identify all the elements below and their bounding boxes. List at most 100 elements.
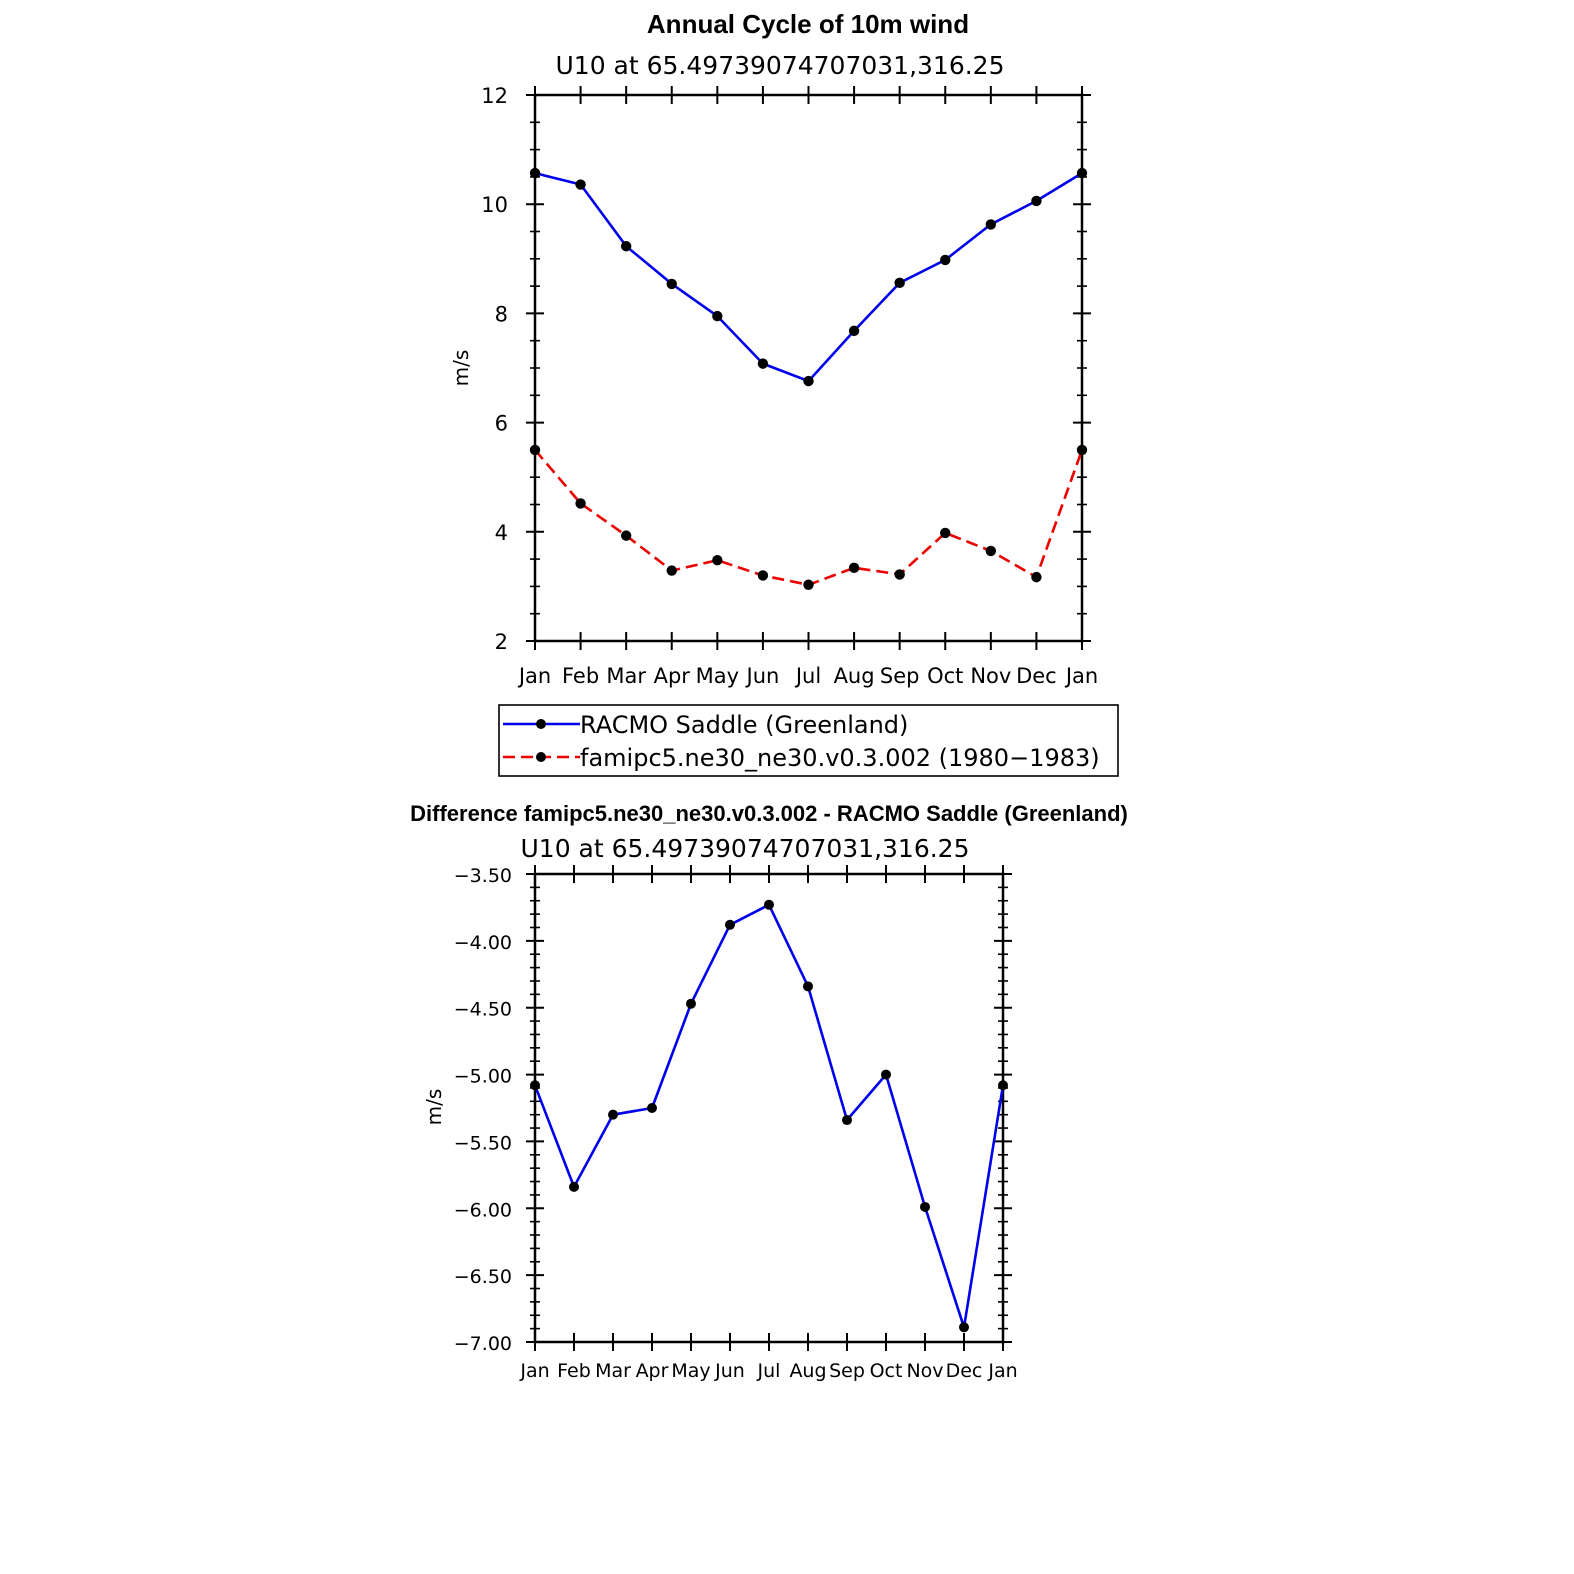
annual-cycle-chart: Annual Cycle of 10m wind U10 at 65.49739… — [449, 9, 1098, 688]
legend-box — [498, 704, 1119, 777]
data-point-1-12 — [1076, 444, 1088, 456]
data-point-0-12 — [1076, 167, 1088, 179]
x-tick-label: Nov — [970, 664, 1011, 688]
data-point-0-0 — [529, 167, 541, 179]
y-tick-label: 2 — [495, 630, 508, 654]
data-point-0-10 — [920, 1201, 930, 1212]
legend-marker-famipc5 — [536, 752, 546, 762]
data-point-0-2 — [620, 241, 632, 252]
x-tick-label: Dec — [946, 1360, 983, 1382]
data-point-1-11 — [1031, 571, 1042, 583]
x-tick-label: Jun — [714, 1360, 745, 1382]
y-tick-label: 10 — [481, 193, 508, 217]
data-point-1-7 — [848, 562, 860, 574]
x-tick-label: Apr — [654, 664, 691, 688]
series-line-0 — [533, 903, 1005, 1329]
y-tick-label: −5.00 — [454, 1066, 512, 1088]
x-tick-label: Sep — [880, 664, 920, 688]
x-tick-label: Oct — [927, 664, 963, 688]
x-tick-label: Sep — [829, 1360, 865, 1382]
x-tick-label: Aug — [834, 664, 875, 688]
legend-entry-racmo: RACMO Saddle (Greenland) — [503, 711, 908, 739]
plot-frame — [533, 93, 1084, 643]
data-point-1-4 — [712, 554, 723, 566]
x-tick-label: Apr — [636, 1360, 669, 1382]
x-tick-label: Jul — [794, 664, 821, 688]
data-point-0-11 — [959, 1322, 969, 1333]
series-line-0 — [534, 171, 1083, 383]
y-tick-label: 4 — [495, 521, 508, 545]
y-tick-label: 12 — [481, 84, 508, 108]
difference-chart: Difference famipc5.ne30_ne30.v0.3.002 - … — [410, 801, 1128, 1382]
x-tick-label: May — [696, 664, 739, 688]
data-point-0-5 — [725, 919, 735, 930]
data-point-0-12 — [998, 1080, 1008, 1091]
data-point-0-10 — [985, 219, 997, 230]
data-point-1-2 — [620, 530, 632, 541]
y-tick-label: −7.00 — [454, 1333, 512, 1355]
chart-title: Annual Cycle of 10m wind — [647, 9, 969, 39]
x-tick-label: Feb — [557, 1360, 591, 1382]
x-tick-label: May — [671, 1360, 710, 1382]
data-point-0-7 — [803, 981, 813, 992]
data-point-0-5 — [757, 358, 769, 369]
y-axis-label: m/s — [449, 350, 473, 387]
legend-marker-racmo — [536, 719, 546, 729]
x-tick-label: Jul — [757, 1360, 781, 1382]
x-tick-label: Nov — [906, 1360, 943, 1382]
data-point-1-9 — [940, 527, 951, 539]
data-point-0-6 — [803, 375, 814, 387]
plot-frame — [533, 872, 1005, 1344]
chart-title: Difference famipc5.ne30_ne30.v0.3.002 - … — [410, 801, 1128, 826]
x-tick-label: Jan — [1064, 664, 1098, 688]
data-point-1-0 — [529, 444, 541, 456]
chart-subtitle: U10 at 65.49739074707031,316.25 — [556, 51, 1005, 80]
data-point-1-10 — [985, 545, 997, 557]
data-point-0-6 — [764, 899, 774, 910]
chart-subtitle: U10 at 65.49739074707031,316.25 — [521, 834, 970, 863]
x-tick-label: Jun — [745, 664, 780, 688]
x-tick-label: Jan — [987, 1360, 1017, 1382]
x-tick-label: Mar — [595, 1360, 631, 1382]
x-tick-label: Jan — [517, 664, 551, 688]
data-point-0-2 — [608, 1109, 618, 1120]
data-point-0-9 — [940, 254, 951, 266]
data-point-1-3 — [666, 565, 677, 576]
legend-label-racmo: RACMO Saddle (Greenland) — [580, 711, 908, 739]
x-tick-label: Dec — [1016, 664, 1057, 688]
y-tick-label: −6.00 — [454, 1199, 512, 1221]
data-point-1-6 — [803, 579, 814, 590]
legend: RACMO Saddle (Greenland) famipc5.ne30_ne… — [498, 704, 1119, 777]
series-line-1 — [534, 449, 1084, 587]
data-point-0-4 — [686, 998, 696, 1009]
y-tick-label: 8 — [495, 302, 508, 326]
data-point-0-3 — [647, 1103, 657, 1113]
data-point-0-8 — [894, 277, 905, 289]
x-tick-label: Oct — [870, 1360, 903, 1382]
x-tick-label: Mar — [606, 664, 646, 688]
data-point-0-8 — [842, 1115, 852, 1126]
data-point-0-11 — [1031, 195, 1042, 207]
x-tick-label: Aug — [789, 1360, 826, 1382]
data-point-0-4 — [712, 310, 723, 322]
data-point-0-7 — [848, 325, 860, 337]
y-tick-label: −5.50 — [454, 1132, 512, 1154]
y-tick-label: −3.50 — [454, 865, 512, 887]
legend-label-famipc5: famipc5.ne30_ne30.v0.3.002 (1980−1983) — [580, 744, 1100, 772]
y-tick-label: −4.00 — [454, 932, 512, 954]
y-tick-label: −6.50 — [454, 1266, 512, 1288]
data-point-1-5 — [757, 570, 769, 581]
data-point-0-1 — [575, 179, 586, 190]
data-point-0-0 — [530, 1080, 540, 1091]
data-point-1-1 — [575, 498, 586, 509]
data-point-0-1 — [569, 1181, 579, 1192]
y-axis-label: m/s — [422, 1089, 446, 1126]
x-tick-label: Feb — [562, 664, 599, 688]
data-point-0-3 — [666, 278, 677, 290]
legend-entry-famipc5: famipc5.ne30_ne30.v0.3.002 (1980−1983) — [503, 744, 1100, 772]
x-tick-label: Jan — [519, 1360, 549, 1382]
data-point-1-8 — [894, 569, 905, 580]
data-point-0-9 — [881, 1069, 891, 1080]
y-tick-label: −4.50 — [454, 999, 512, 1021]
